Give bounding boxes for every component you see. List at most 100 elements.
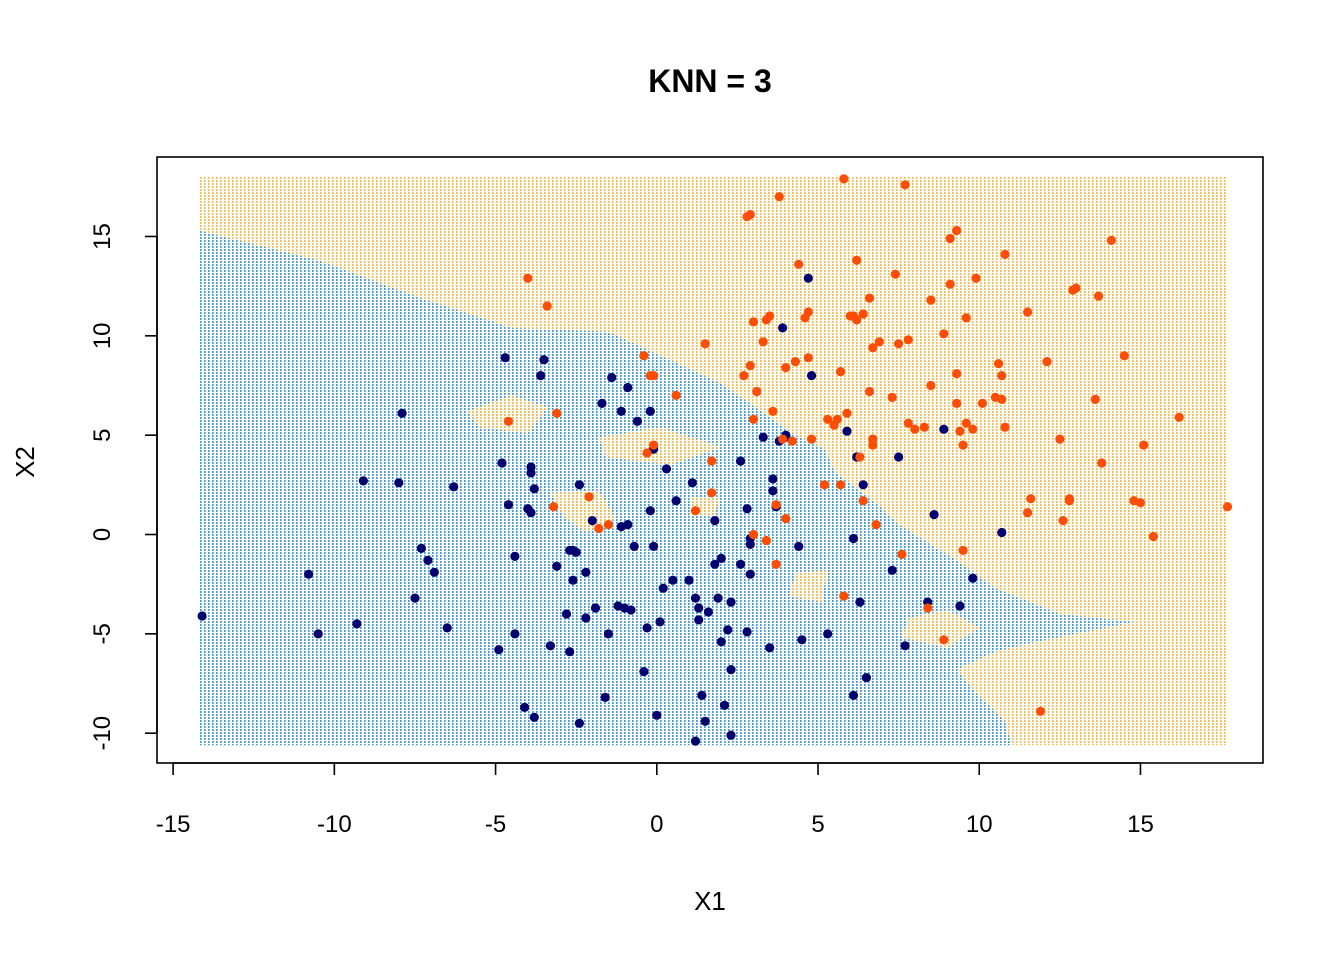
data-point-class-0 [690, 736, 701, 746]
data-point-class-1 [594, 523, 604, 534]
data-point-class-1 [858, 496, 868, 506]
x-tick-label: -5 [485, 811, 506, 838]
region-class-1-island [901, 610, 980, 648]
data-point-class-0 [510, 551, 520, 562]
data-point-class-1 [803, 353, 813, 363]
y-tick-label: 10 [89, 322, 116, 349]
data-point-class-0 [807, 371, 817, 381]
data-point-class-0 [894, 452, 904, 462]
data-point-class-0 [623, 382, 633, 393]
data-point-class-0 [723, 625, 733, 635]
region-class-1-island [598, 427, 722, 465]
data-point-class-0 [710, 559, 720, 569]
data-point-class-0 [736, 559, 746, 569]
data-point-class-0 [639, 667, 649, 677]
data-point-class-1 [1023, 307, 1033, 317]
data-point-class-0 [758, 432, 768, 442]
data-point-class-1 [994, 359, 1004, 369]
data-point-class-1 [823, 414, 833, 424]
data-point-class-0 [742, 627, 752, 637]
data-point-class-1 [887, 392, 897, 402]
data-point-class-1 [768, 406, 778, 416]
data-point-class-0 [629, 541, 639, 552]
y-tick-label: -10 [89, 716, 116, 751]
data-point-class-0 [197, 611, 207, 621]
data-point-class-1 [894, 339, 904, 349]
data-point-class-1 [1174, 412, 1184, 422]
data-point-class-1 [952, 369, 962, 379]
data-point-class-0 [552, 561, 562, 571]
data-point-class-0 [797, 635, 807, 645]
data-point-class-1 [852, 255, 862, 265]
data-point-class-1 [771, 559, 781, 569]
data-point-class-0 [700, 716, 710, 726]
data-point-class-0 [703, 607, 714, 617]
y-axis: -10 -5 0 5 10 15 [89, 223, 158, 751]
data-point-class-1 [1222, 502, 1233, 512]
data-point-class-1 [961, 418, 971, 428]
region-class-1-island [466, 395, 548, 434]
data-point-class-1 [1097, 458, 1107, 468]
data-point-class-1 [1026, 494, 1036, 504]
data-point-class-1 [1035, 706, 1046, 716]
data-point-class-1 [739, 371, 749, 381]
data-point-class-1 [542, 301, 552, 311]
data-point-class-0 [581, 613, 591, 623]
data-point-class-0 [694, 603, 704, 613]
data-point-class-0 [536, 371, 546, 381]
data-point-class-0 [887, 565, 897, 575]
data-point-class-0 [768, 474, 778, 484]
data-point-class-1 [748, 414, 759, 424]
data-point-class-0 [597, 398, 607, 408]
data-point-class-1 [790, 357, 801, 367]
data-point-class-1 [939, 329, 949, 339]
data-point-class-0 [778, 323, 788, 333]
data-point-class-1 [1042, 357, 1052, 367]
data-point-class-1 [842, 408, 852, 418]
data-point-class-0 [503, 500, 514, 510]
data-point-class-0 [571, 547, 581, 558]
data-point-class-0 [526, 462, 536, 472]
data-point-class-1 [897, 549, 907, 560]
data-point-class-0 [581, 567, 591, 577]
x-tick-label: 15 [1127, 811, 1154, 838]
data-point-class-0 [742, 504, 752, 514]
data-point-class-0 [713, 593, 723, 603]
data-point-class-0 [529, 484, 539, 494]
x-axis-label: X1 [694, 886, 726, 916]
decision-regions [198, 176, 1228, 746]
data-point-class-1 [1058, 516, 1068, 526]
data-point-class-1 [771, 500, 781, 510]
data-point-class-0 [565, 647, 575, 657]
data-point-class-1 [707, 456, 717, 466]
data-point-class-0 [500, 353, 510, 363]
data-point-class-0 [716, 637, 726, 647]
data-point-class-0 [726, 730, 736, 740]
data-point-class-0 [304, 569, 314, 579]
data-point-class-0 [313, 629, 323, 639]
data-point-class-1 [868, 343, 878, 353]
data-point-class-1 [745, 361, 755, 371]
data-point-class-1 [1071, 283, 1081, 293]
data-point-class-1 [552, 408, 562, 418]
data-point-class-1 [855, 452, 865, 462]
data-point-class-1 [819, 480, 830, 490]
data-point-class-1 [761, 535, 772, 546]
data-point-class-1 [903, 335, 913, 345]
data-point-class-1 [839, 174, 849, 184]
data-point-class-0 [539, 355, 549, 365]
data-point-class-1 [671, 390, 681, 400]
data-point-class-0 [842, 426, 852, 436]
x-tick-label: 0 [650, 811, 663, 838]
data-point-class-0 [848, 533, 859, 544]
data-point-class-1 [961, 313, 971, 323]
data-point-class-1 [839, 591, 849, 601]
region-class-0 [198, 230, 1134, 746]
data-point-class-1 [649, 371, 659, 381]
data-point-class-1 [748, 529, 759, 540]
data-point-class-1 [603, 520, 614, 530]
data-point-class-0 [529, 712, 539, 722]
data-point-class-0 [858, 480, 868, 490]
data-point-class-1 [945, 233, 955, 244]
data-point-class-1 [690, 506, 701, 516]
